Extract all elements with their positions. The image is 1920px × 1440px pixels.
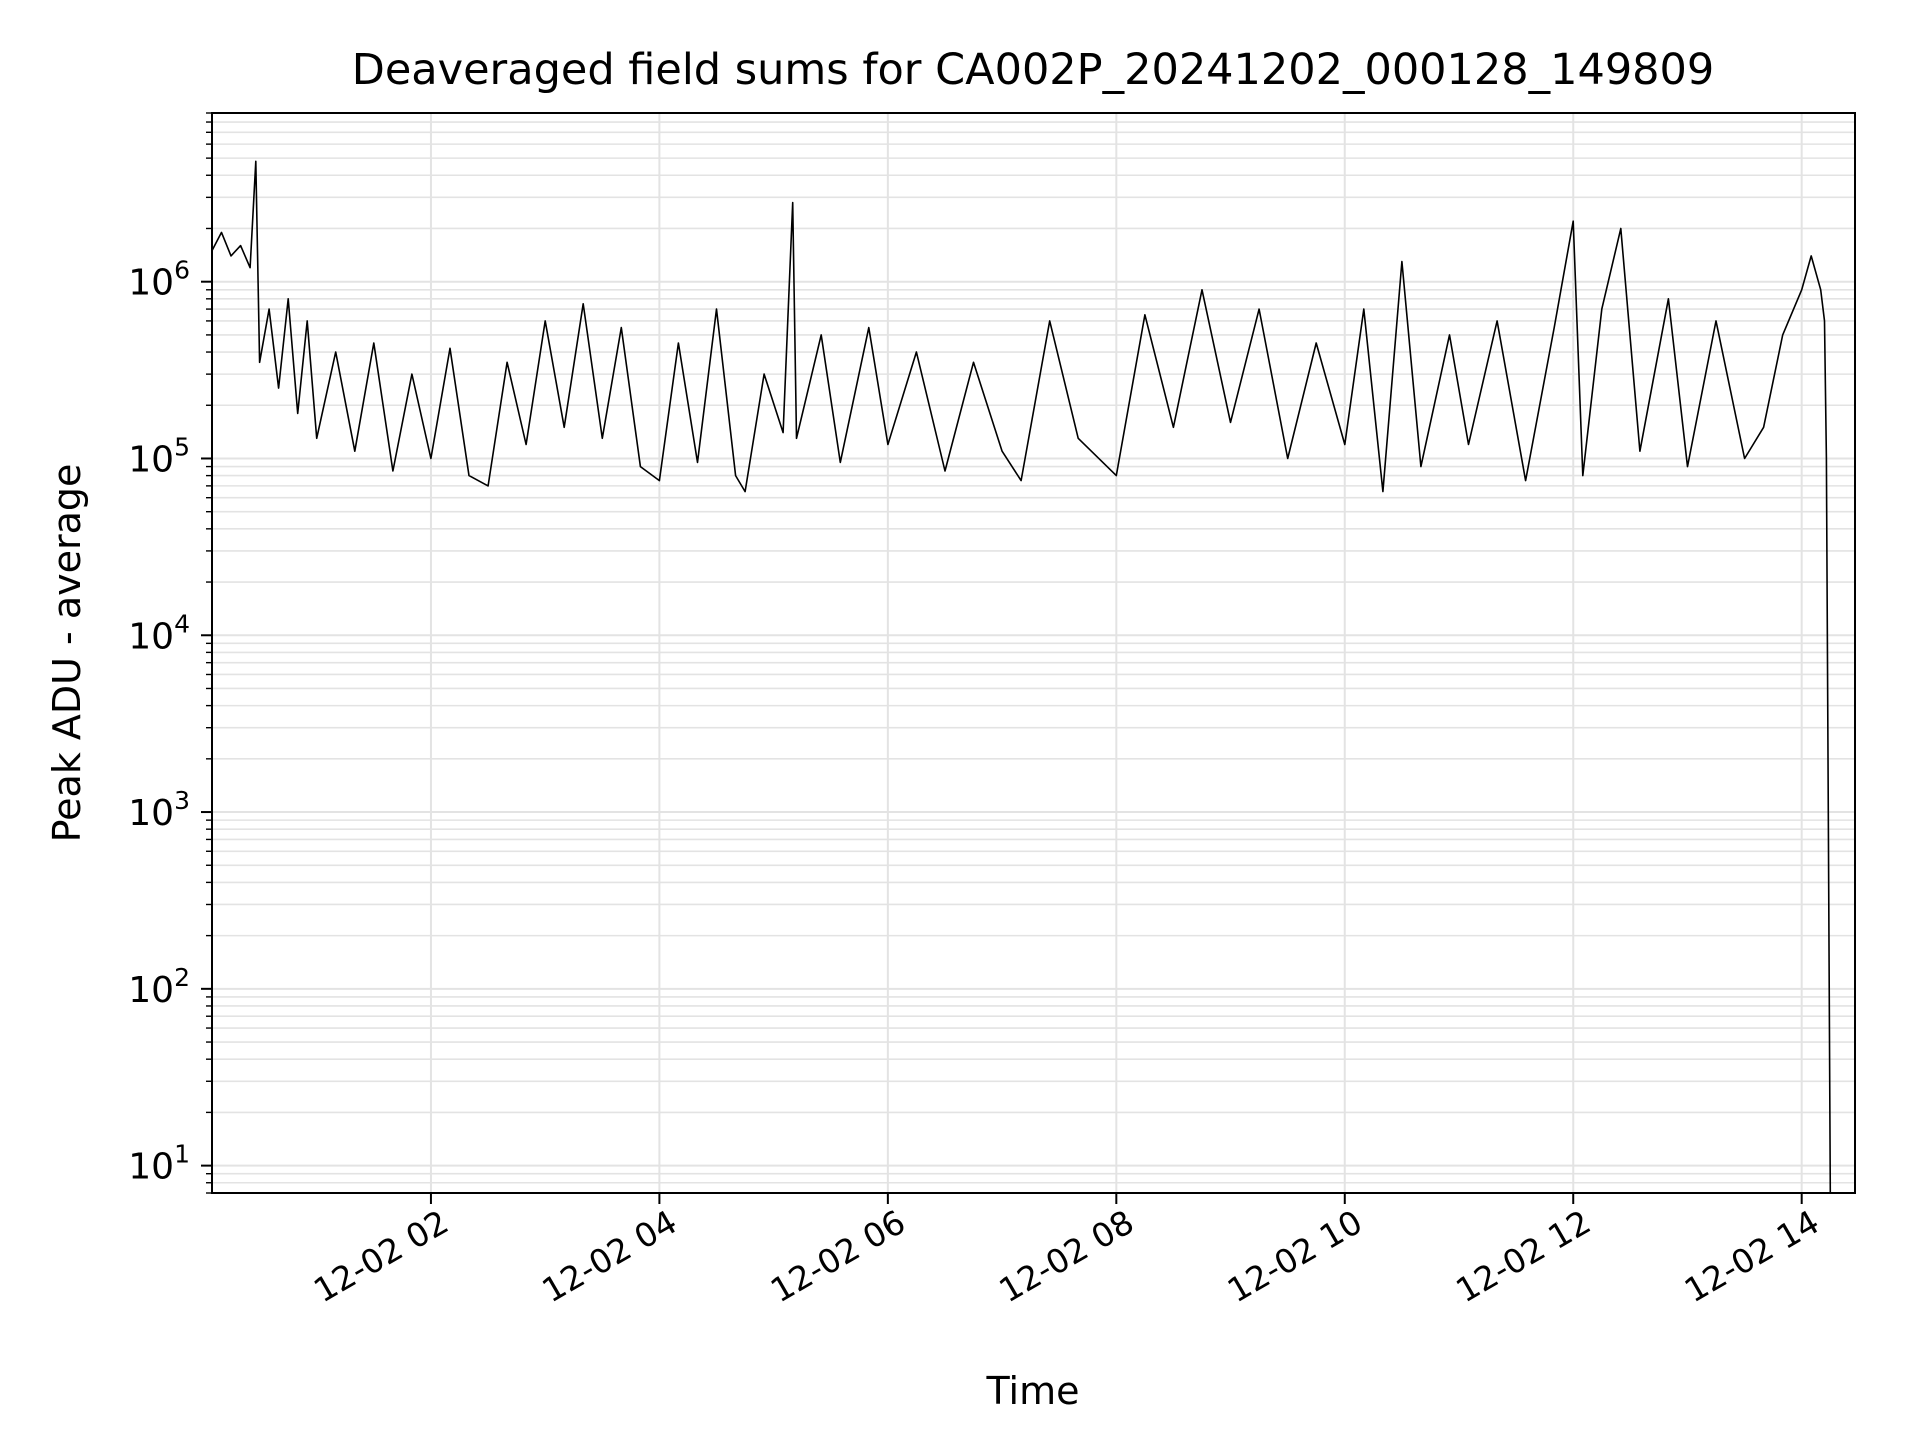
y-tick-exponent: 2 xyxy=(174,963,190,992)
y-tick-label: 102 xyxy=(128,963,190,1011)
y-tick-exponent: 6 xyxy=(174,256,190,285)
y-tick-label: 106 xyxy=(128,256,190,304)
y-tick-label: 101 xyxy=(128,1140,190,1188)
chart-title: Deaveraged field sums for CA002P_2024120… xyxy=(352,45,1715,95)
y-tick-label: 105 xyxy=(128,432,190,480)
y-tick-label: 104 xyxy=(128,609,190,657)
x-axis-label: Time xyxy=(986,1369,1080,1413)
series-layer xyxy=(211,160,1832,1194)
y-tick-base: 10 xyxy=(128,970,174,1011)
y-tick-label: 103 xyxy=(128,786,190,834)
y-tick-base: 10 xyxy=(128,1147,174,1188)
y-tick-base: 10 xyxy=(128,793,174,834)
y-tick-exponent: 5 xyxy=(174,432,190,461)
grid-lines xyxy=(212,112,1855,1194)
y-tick-exponent: 3 xyxy=(174,786,190,815)
y-tick-base: 10 xyxy=(128,616,174,657)
y-axis-label: Peak ADU - average xyxy=(45,464,89,843)
y-tick-exponent: 1 xyxy=(174,1140,190,1169)
series-line xyxy=(211,160,1832,1194)
y-tick-base: 10 xyxy=(128,439,174,480)
y-tick-exponent: 4 xyxy=(174,609,190,638)
y-tick-base: 10 xyxy=(128,263,174,304)
